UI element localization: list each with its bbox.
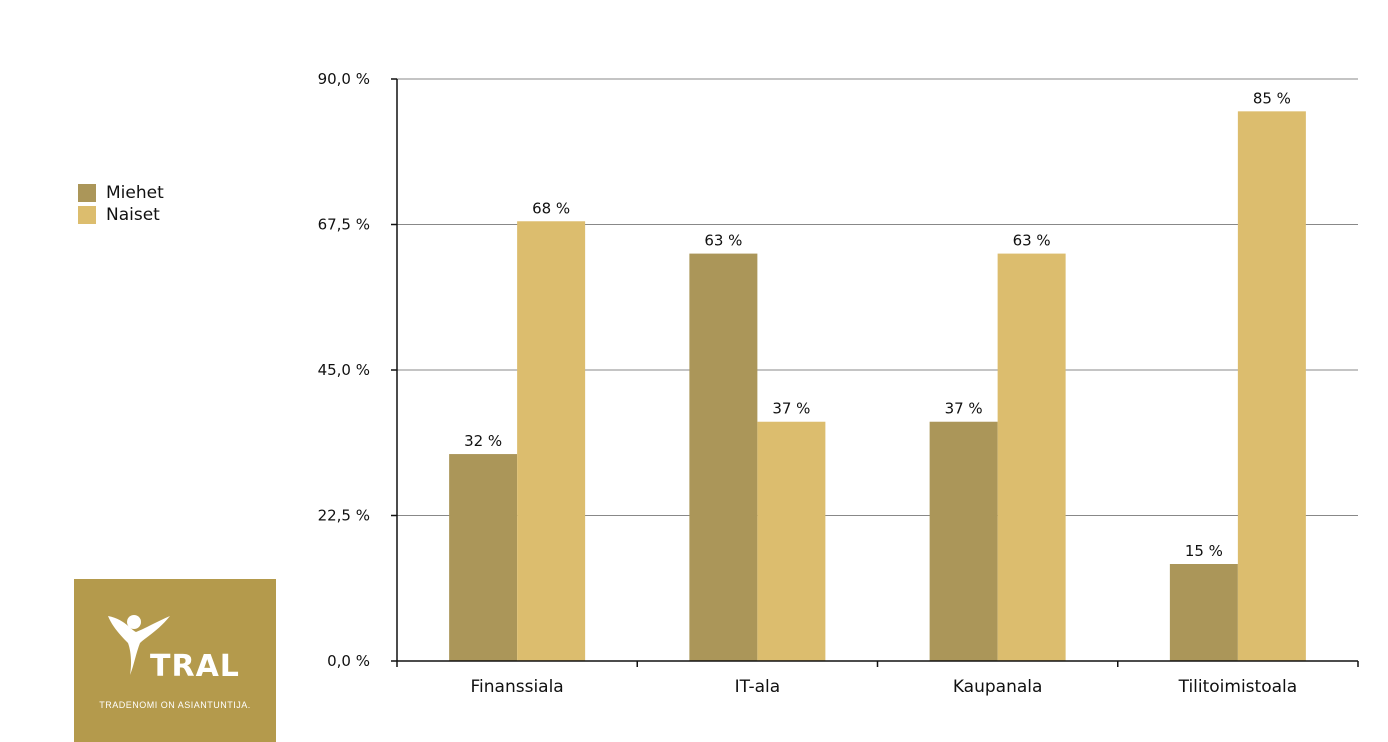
labels: 0,0 % 22,5 % 45,0 % 67,5 % 90,0 % 32 % 68 % Fin… [318,70,1298,697]
bar-naiset-tilitoimistoala [1237,111,1306,662]
legend-item-miehet: Miehet [78,182,164,204]
y-tick-label: 67,5 % [318,216,370,234]
legend-item-naiset: Naiset [78,204,164,226]
data-label: 37 % [772,400,810,418]
bar-naiset-kaupanala [997,253,1066,661]
category-label: Tilitoimistoala [1178,677,1298,697]
bar-naiset-finanssiala [517,221,586,661]
tral-logo: TRAL TRADENOMI ON ASIANTUNTIJA. [74,579,276,742]
y-tick-label: 0,0 % [327,652,370,670]
legend-label-miehet: Miehet [106,183,164,203]
bar-miehet-finanssiala [449,454,518,661]
data-label: 37 % [945,400,983,418]
category-label: Finanssiala [471,677,564,697]
data-label: 63 % [704,232,742,250]
bar-naiset-it-ala [757,421,826,661]
y-tick-label: 22,5 % [318,507,370,525]
axes [391,78,1359,667]
logo-tagline: TRADENOMI ON ASIANTUNTIJA. [99,700,251,710]
data-label: 68 % [532,199,570,217]
data-label: 32 % [464,432,502,450]
bar-miehet-it-ala [689,253,758,661]
logo-figure-icon [108,615,170,675]
y-tick-label: 45,0 % [318,361,370,379]
data-label: 15 % [1185,542,1223,560]
legend-swatch-naiset [78,206,96,224]
legend-swatch-miehet [78,184,96,202]
legend: Miehet Naiset [78,182,164,226]
bars [449,111,1306,662]
y-tick-label: 90,0 % [318,70,370,88]
data-label: 85 % [1253,89,1291,107]
category-label: Kaupanala [953,677,1043,697]
legend-label-naiset: Naiset [106,205,160,225]
data-label: 63 % [1013,232,1051,250]
logo-name: TRAL [150,649,240,684]
category-label: IT-ala [735,677,781,697]
bar-miehet-kaupanala [929,421,998,661]
bar-miehet-tilitoimistoala [1169,564,1238,661]
